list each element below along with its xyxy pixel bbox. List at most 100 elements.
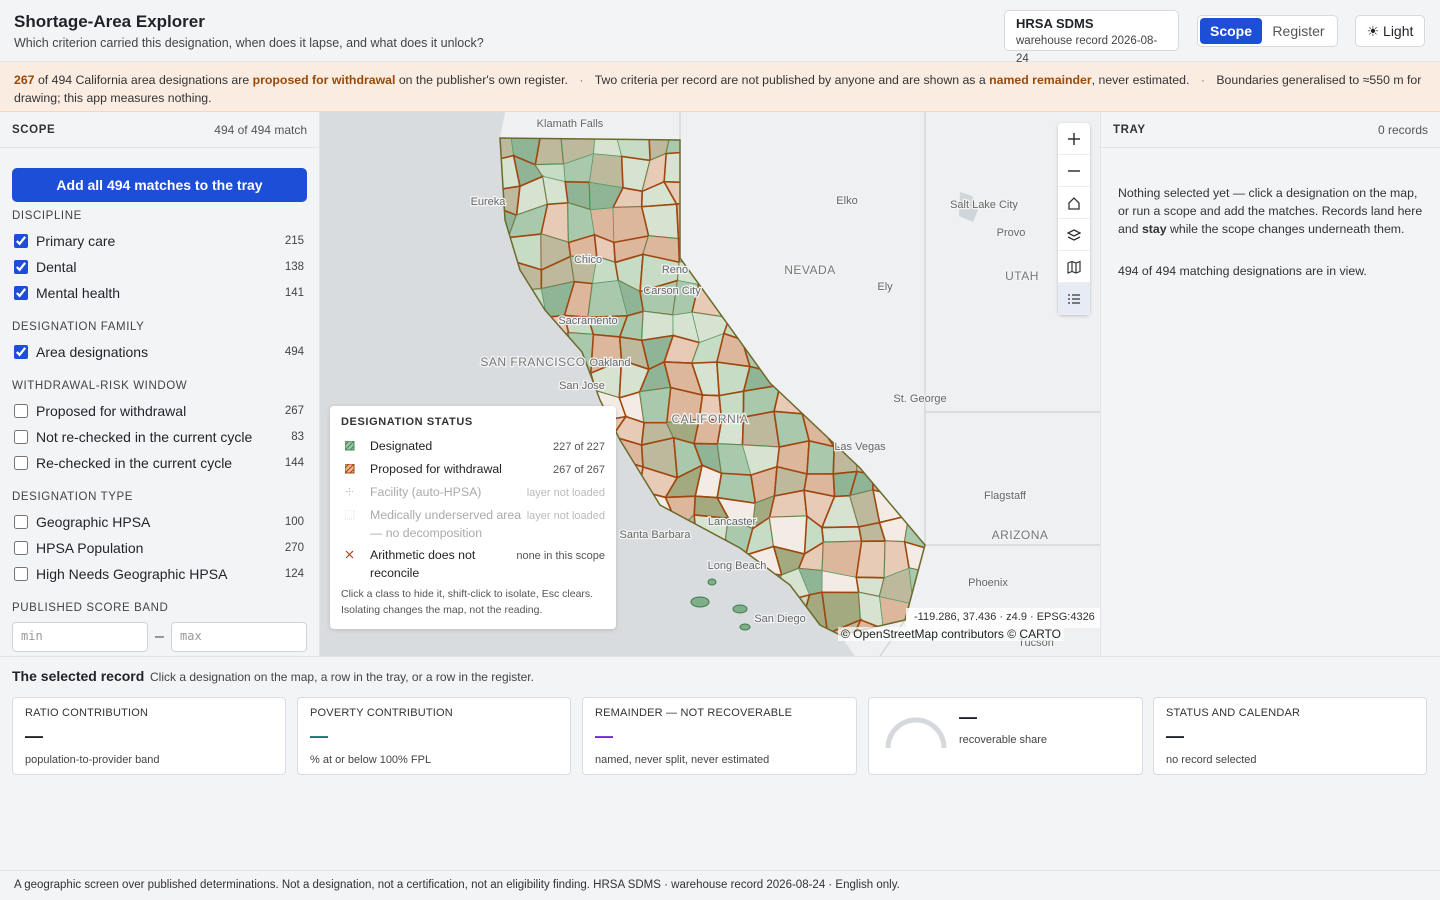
legend-swatch [345, 464, 355, 474]
legend-item[interactable]: Designated 227 of 227 [341, 437, 605, 456]
map[interactable]: Klamath Falls Eureka Elko Salt Lake City Pro… [320, 112, 1100, 656]
filter-option[interactable]: Primary care 215 [0, 228, 319, 254]
banner-emph: named remainder [989, 73, 1092, 87]
map-region [900, 415, 925, 450]
card-note: no record selected [1166, 754, 1257, 766]
checkbox[interactable] [14, 286, 28, 300]
map-region [821, 526, 863, 544]
place-label: Long Beach [708, 560, 767, 572]
map-region [901, 188, 925, 218]
banner-text: Boundaries generalised to ≈550 m for dra… [14, 73, 1422, 105]
checkbox[interactable] [14, 541, 28, 555]
legend-title: DESIGNATION STATUS [341, 416, 473, 428]
legend-status: layer not loaded [526, 510, 605, 522]
checkbox[interactable] [14, 234, 28, 248]
legend-item[interactable]: Proposed for withdrawal 267 of 267 [341, 460, 605, 479]
filter-option[interactable]: Not re-checked in the current cycle 83 [0, 424, 319, 450]
map-canvas[interactable]: Klamath Falls Eureka Elko Salt Lake City Pro… [320, 112, 1100, 656]
map-region [882, 186, 910, 214]
banner-text: on the publisher's own register. [395, 73, 568, 87]
checkbox[interactable] [14, 260, 28, 274]
map-region [826, 212, 854, 243]
add-all-button[interactable]: Add all 494 matches to the tray [12, 168, 307, 202]
map-region [932, 258, 957, 295]
filter-option[interactable]: HPSA Population 270 [0, 535, 319, 561]
map-region [716, 156, 754, 193]
map-region [794, 306, 828, 338]
map-region [774, 307, 805, 335]
home[interactable] [1058, 187, 1090, 219]
tab-scope[interactable]: Scope [1200, 18, 1262, 44]
basemap[interactable] [1058, 251, 1090, 283]
filter-option[interactable]: Area designations 494 [0, 339, 319, 365]
map-region [782, 138, 803, 159]
filter-option[interactable]: Geographic HPSA 100 [0, 509, 319, 535]
layers[interactable] [1058, 219, 1090, 251]
hatch [345, 464, 355, 474]
filter-option[interactable]: High Needs Geographic HPSA 124 [0, 561, 319, 587]
map-region [826, 138, 854, 164]
map-region [794, 359, 822, 392]
card-label: STATUS AND CALENDAR [1166, 707, 1301, 719]
group-title: DESIGNATION TYPE [12, 491, 134, 503]
filter-option[interactable]: Dental 138 [0, 254, 319, 280]
map-region [795, 157, 835, 190]
zoom-in[interactable] [1058, 123, 1090, 155]
map-region [588, 153, 624, 189]
map-region [871, 362, 907, 394]
legend: DESIGNATION STATUS Designated 227 of 227 P… [330, 406, 616, 629]
map-region [907, 498, 925, 517]
legend-item[interactable]: Facility (auto-HPSA) layer not loaded [341, 483, 605, 502]
map-region [793, 179, 836, 215]
filter-option[interactable]: Proposed for withdrawal 267 [0, 398, 319, 424]
place-label: Ely [877, 281, 893, 293]
state-outline [499, 137, 926, 636]
app-subtitle: Which criterion carried this designation… [14, 36, 484, 50]
legend-toggle[interactable] [1058, 283, 1090, 315]
panel-title: SCOPE [12, 123, 56, 136]
checkbox[interactable] [14, 456, 28, 470]
swatch [346, 488, 353, 495]
legend-item[interactable]: Arithmetic does not reconcile none in thi… [341, 546, 605, 582]
checkbox[interactable] [14, 404, 28, 418]
max-input[interactable]: max [171, 622, 307, 652]
map-region [898, 233, 925, 259]
in-view: 494 of 494 matching designations are in … [1118, 264, 1367, 278]
map-region [932, 448, 966, 469]
map-region [855, 412, 877, 443]
map-region [937, 310, 963, 348]
map-region [819, 388, 859, 427]
place-label: CALIFORNIA [671, 412, 748, 426]
place-label: Santa Barbara [620, 529, 692, 541]
filter-option[interactable]: Re-checked in the current cycle 144 [0, 450, 319, 476]
island [732, 604, 748, 614]
notice-banner: 267 of 494 California area designations … [0, 62, 1440, 112]
legend-item[interactable]: Medically underserved area — no decompos… [341, 506, 605, 542]
card-value: — [1166, 726, 1184, 746]
score-band: min – max [12, 622, 307, 652]
checkbox[interactable] [14, 515, 28, 529]
place-label: Carson City [643, 285, 701, 297]
checkbox[interactable] [14, 567, 28, 581]
card-note: named, never split, never estimated [595, 754, 770, 766]
theme-button[interactable]: ☀ Light [1355, 15, 1425, 47]
option-label: Proposed for withdrawal [36, 403, 187, 419]
map-region [929, 344, 964, 371]
option-count: 83 [291, 431, 304, 443]
map-region [927, 464, 961, 502]
place-label: Salt Lake City [950, 199, 1018, 211]
legend-items: Designated 227 of 227 Proposed for withdra… [341, 437, 605, 582]
map-region [928, 128, 963, 166]
filter-option[interactable]: Mental health 141 [0, 280, 319, 306]
tab-register[interactable]: Register [1272, 23, 1325, 39]
min-input[interactable]: min [12, 622, 148, 652]
zoom-out[interactable] [1058, 155, 1090, 187]
section-hint: Click a designation on the map, a row in… [150, 670, 534, 684]
option-count: 138 [284, 261, 304, 273]
banner-text: , never estimated. [1091, 73, 1190, 87]
map-controls [1058, 123, 1090, 315]
emph: stay [1141, 222, 1167, 236]
checkbox[interactable] [14, 430, 28, 444]
attribution[interactable]: © OpenStreetMap contributors © CARTO [838, 627, 1064, 641]
checkbox[interactable] [14, 345, 28, 359]
